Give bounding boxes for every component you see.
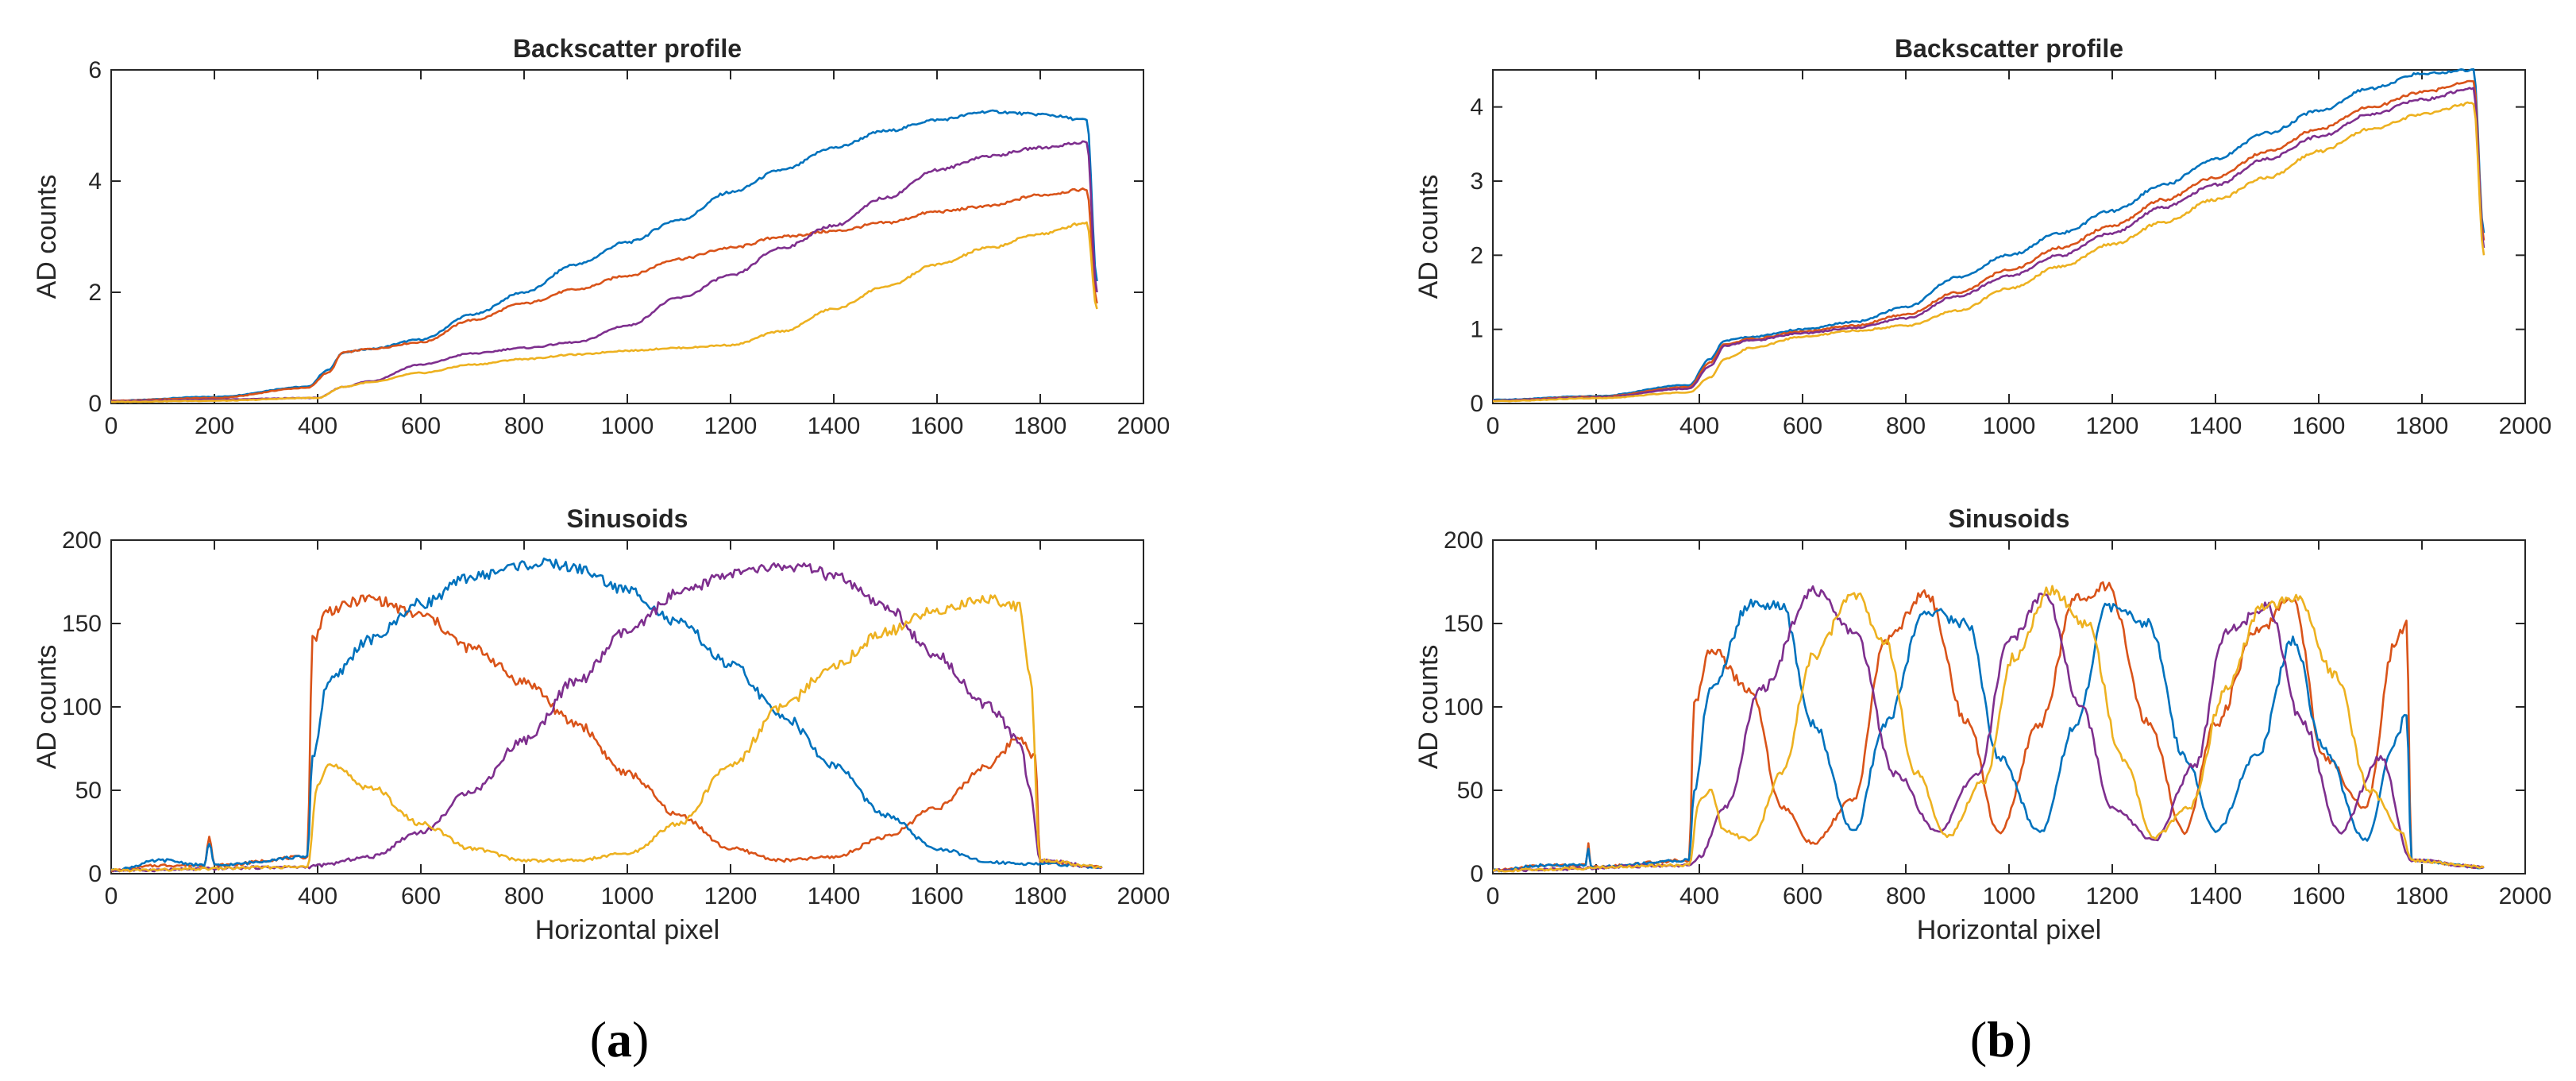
y-tick-label: 200	[62, 527, 102, 554]
y-tick-label: 0	[1470, 861, 1483, 887]
chart-b-backscatter-profile: 0 200 400 600 800 1000 1200 1400 1600 1800 2000 0 1 2…	[1413, 34, 2551, 439]
x-tick-label: 2000	[2499, 413, 2552, 439]
x-tick-label: 1400	[2189, 883, 2242, 909]
x-tick-label: 0	[1487, 413, 1500, 439]
x-tick-label: 1600	[2293, 413, 2346, 439]
panel-label-a: (a)	[590, 1011, 650, 1067]
x-tick-label: 1800	[1014, 413, 1067, 439]
x-tick-label: 600	[1783, 883, 1822, 909]
x-tick-label: 1400	[2189, 413, 2242, 439]
series-line-purple	[1492, 585, 2485, 873]
y-tick-label: 100	[1444, 694, 1483, 720]
series-line-yellow	[1492, 585, 2485, 873]
x-tick-label: 200	[1576, 883, 1616, 909]
x-tick-label: 1000	[601, 883, 654, 909]
series-line-red	[111, 594, 1103, 873]
y-tick-label: 150	[62, 611, 102, 637]
series-line-red	[110, 187, 1098, 403]
x-axis-label: Horizontal pixel	[535, 915, 719, 945]
series-line-purple	[110, 140, 1098, 403]
x-tick-label: 1400	[808, 413, 861, 439]
y-tick-label: 2	[1470, 242, 1483, 268]
series-line-blue	[1492, 598, 2485, 873]
series-line-yellow	[110, 221, 1098, 403]
plot-area	[110, 69, 1144, 404]
x-tick-label: 600	[401, 883, 441, 909]
series-line-blue	[110, 109, 1098, 403]
x-tick-label: 800	[1886, 413, 1926, 439]
y-axis-label: AD counts	[32, 175, 62, 299]
y-tick-label: 50	[75, 778, 102, 804]
y-axis-label: AD counts	[32, 645, 62, 770]
y-tick-label: 0	[1470, 391, 1483, 417]
y-tick-label: 150	[1444, 611, 1483, 637]
x-tick-label: 400	[1679, 883, 1719, 909]
x-tick-label: 1600	[911, 413, 964, 439]
chart-a-backscatter-profile: 0 200 400 600 800 1000 1200 1400 1600 1800 2000 0 2 4…	[32, 34, 1170, 439]
x-tick-label: 800	[504, 883, 544, 909]
y-tick-label: 3	[1470, 168, 1483, 195]
y-tick-label: 0	[88, 861, 102, 887]
x-tick-label: 1400	[808, 883, 861, 909]
plot-area	[1492, 69, 2526, 404]
x-tick-label: 400	[298, 413, 337, 439]
y-tick-label: 50	[1457, 778, 1483, 804]
y-tick-label: 6	[88, 57, 102, 83]
x-tick-label: 0	[1487, 883, 1500, 909]
x-tick-label: 1200	[704, 413, 758, 439]
chart-b-sinusoids: 0 200 400 600 800 1000 1200 1400 1600 1800 2000 0 50…	[1413, 504, 2551, 945]
series-line-blue	[1493, 68, 2485, 401]
x-tick-label: 1800	[2396, 883, 2449, 909]
chart-a-sinusoids: 0 200 400 600 800 1000 1200 1400 1600 1800 2000 0 50…	[32, 504, 1170, 945]
series-line-blue	[110, 557, 1103, 872]
y-tick-label: 1	[1470, 317, 1483, 343]
y-tick-label: 2	[88, 280, 102, 306]
x-tick-label: 400	[1679, 413, 1719, 439]
plot-area	[1492, 539, 2526, 874]
x-tick-label: 1000	[1983, 413, 2036, 439]
series-line-yellow	[1493, 101, 2485, 403]
x-tick-label: 1600	[911, 883, 964, 909]
x-tick-label: 1800	[1014, 883, 1067, 909]
series-line-yellow	[110, 594, 1103, 873]
y-tick-label: 4	[1470, 95, 1483, 121]
chart-title: Sinusoids	[567, 504, 688, 533]
x-tick-label: 1800	[2396, 413, 2449, 439]
x-tick-label: 1600	[2293, 883, 2346, 909]
series-line-purple	[110, 562, 1103, 873]
x-tick-label: 400	[298, 883, 337, 909]
x-tick-label: 2000	[1117, 883, 1170, 909]
x-tick-label: 0	[105, 883, 118, 909]
y-axis-label: AD counts	[1413, 645, 1444, 770]
x-tick-label: 1000	[1983, 883, 2036, 909]
y-tick-label: 200	[1444, 527, 1483, 554]
y-tick-label: 100	[62, 694, 102, 720]
x-tick-label: 200	[195, 413, 234, 439]
x-tick-label: 800	[504, 413, 544, 439]
x-tick-label: 1200	[2086, 883, 2139, 909]
y-tick-label: 0	[88, 391, 102, 417]
x-axis-label: Horizontal pixel	[1917, 915, 2101, 945]
series-line-purple	[1492, 87, 2485, 402]
panel-label-b: (b)	[1970, 1011, 2032, 1067]
series-line-red	[1492, 79, 2485, 402]
y-axis-label: AD counts	[1413, 175, 1444, 299]
x-tick-label: 1000	[601, 413, 654, 439]
x-tick-label: 0	[105, 413, 118, 439]
x-tick-label: 1200	[704, 883, 758, 909]
x-tick-label: 800	[1886, 883, 1926, 909]
y-tick-label: 4	[88, 168, 102, 195]
x-tick-label: 600	[401, 413, 441, 439]
chart-title: Sinusoids	[1949, 504, 2070, 533]
x-tick-label: 2000	[2499, 883, 2552, 909]
x-tick-label: 600	[1783, 413, 1822, 439]
chart-title: Backscatter profile	[1895, 34, 2123, 63]
x-tick-label: 200	[195, 883, 234, 909]
x-tick-label: 1200	[2086, 413, 2139, 439]
chart-title: Backscatter profile	[513, 34, 742, 63]
x-tick-label: 200	[1576, 413, 1616, 439]
x-tick-label: 2000	[1117, 413, 1170, 439]
